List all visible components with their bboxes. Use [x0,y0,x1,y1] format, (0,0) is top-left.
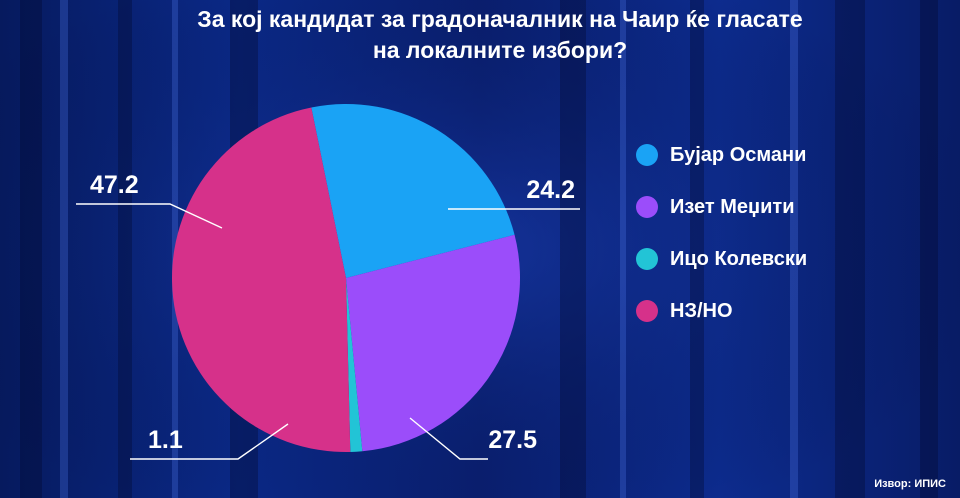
legend-label: Ицо Колевски [670,248,808,270]
pie-slice-ico-kolevski [346,278,363,452]
data-label-ico-kolevski: 1.1 [148,426,183,454]
legend-label: Бујар Османи [670,144,807,166]
data-label-bujar-osmani: 24.2 [526,176,575,204]
pie-slice-nz-no [172,107,351,452]
pie-slice-izet-medziti [346,234,520,452]
data-label-izet-medziti: 27.5 [488,426,537,454]
legend-swatch [636,300,658,322]
leader-line-izet-medziti [409,417,488,460]
legend-label: НЗ/НО [670,300,733,322]
legend-swatch [636,248,658,270]
leader-line-nz-no [76,203,223,229]
legend-swatch [636,196,658,218]
leader-line-ico-kolevski [130,423,289,460]
chart-title-line-2: на локалните избори? [372,37,628,63]
source-note: Извор: ИПИС [874,478,946,490]
data-label-nz-no: 47.2 [90,171,139,199]
pie-slice-bujar-osmani [311,104,515,278]
legend-label: Изет Меџити [670,196,795,218]
chart-title-line-1: За кој кандидат за градоначалник на Чаир… [197,6,803,32]
legend-swatch [636,144,658,166]
chart-title: За кој кандидат за градоначалник на Чаир… [0,4,960,66]
